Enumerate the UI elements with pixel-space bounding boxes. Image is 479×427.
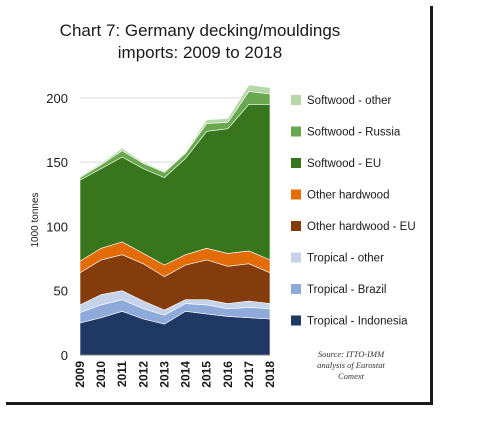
x-tick-label: 2012	[136, 361, 150, 388]
legend-label: Tropical - Brazil	[307, 284, 386, 296]
source-note: Source: ITTO-IMM analysis of Eurostat Co…	[296, 349, 406, 382]
area-softwood-other	[79, 84, 271, 178]
legend-label: Other hardwood - EU	[307, 221, 416, 233]
legend-swatch	[291, 126, 301, 137]
legend-label: Softwood - Russia	[307, 127, 401, 139]
chart-title-line-2: imports: 2009 to 2018	[117, 43, 283, 62]
x-tick-label: 2009	[73, 361, 87, 388]
x-tick-labels: 2009 2010 2011 2012 2013 2014 2015 2016 2017 2018	[73, 361, 277, 388]
chart-title: Chart 7: Germany decking/mouldings impor…	[40, 20, 360, 64]
x-tick-label: 2011	[115, 361, 129, 387]
legend-item: Softwood - EU	[291, 158, 381, 170]
x-tick-label: 2010	[94, 361, 108, 388]
legend-swatch	[291, 95, 301, 105]
x-tick-label: 2017	[242, 361, 256, 388]
legend: Softwood - other Softwood - Russia Softwoo…	[291, 95, 416, 328]
source-line-1: Source: ITTO-IMM	[317, 349, 385, 359]
area-softwood-eu	[79, 104, 271, 266]
x-tick-label: 2018	[263, 361, 277, 388]
chart-title-line-1: Chart 7: Germany decking/mouldings	[59, 21, 341, 40]
area-series	[79, 84, 271, 356]
y-tick-label: 0	[61, 348, 68, 363]
y-tick-label: 200	[46, 91, 68, 106]
x-tick-label: 2015	[200, 361, 214, 388]
legend-item: Tropical - other	[291, 252, 384, 265]
y-tick-labels: 0 50 100 150 200	[46, 91, 68, 363]
legend-label: Tropical - other	[307, 253, 384, 265]
source-line-3: Comext	[338, 371, 364, 381]
legend-label: Softwood - EU	[307, 158, 381, 170]
legend-item: Tropical - Brazil	[291, 284, 386, 296]
legend-item: Softwood - Russia	[291, 126, 401, 139]
legend-item: Other hardwood - EU	[291, 221, 416, 233]
y-axis-label: 1000 tonnes	[30, 192, 41, 247]
legend-swatch	[291, 284, 301, 294]
legend-item: Tropical - Indonesia	[291, 315, 408, 328]
legend-item: Softwood - other	[291, 95, 392, 107]
frame-shadow-right	[430, 6, 433, 405]
legend-label: Softwood - other	[307, 95, 392, 107]
x-tick-label: 2016	[221, 361, 235, 388]
x-tick-label: 2014	[179, 361, 193, 388]
legend-label: Other hardwood	[307, 190, 389, 202]
y-tick-label: 50	[54, 284, 68, 299]
y-tick-label: 100	[46, 219, 68, 234]
frame-shadow-bottom	[6, 402, 433, 405]
source-line-2: analysis of Eurostat	[317, 360, 385, 370]
legend-swatch	[291, 189, 301, 200]
legend-swatch	[291, 221, 301, 231]
legend-swatch	[291, 158, 301, 168]
y-tick-label: 150	[46, 155, 68, 170]
legend-label: Tropical - Indonesia	[307, 316, 408, 328]
x-tick-label: 2013	[157, 361, 171, 388]
legend-item: Other hardwood	[291, 189, 389, 202]
legend-swatch	[291, 252, 301, 263]
legend-swatch	[291, 315, 301, 326]
